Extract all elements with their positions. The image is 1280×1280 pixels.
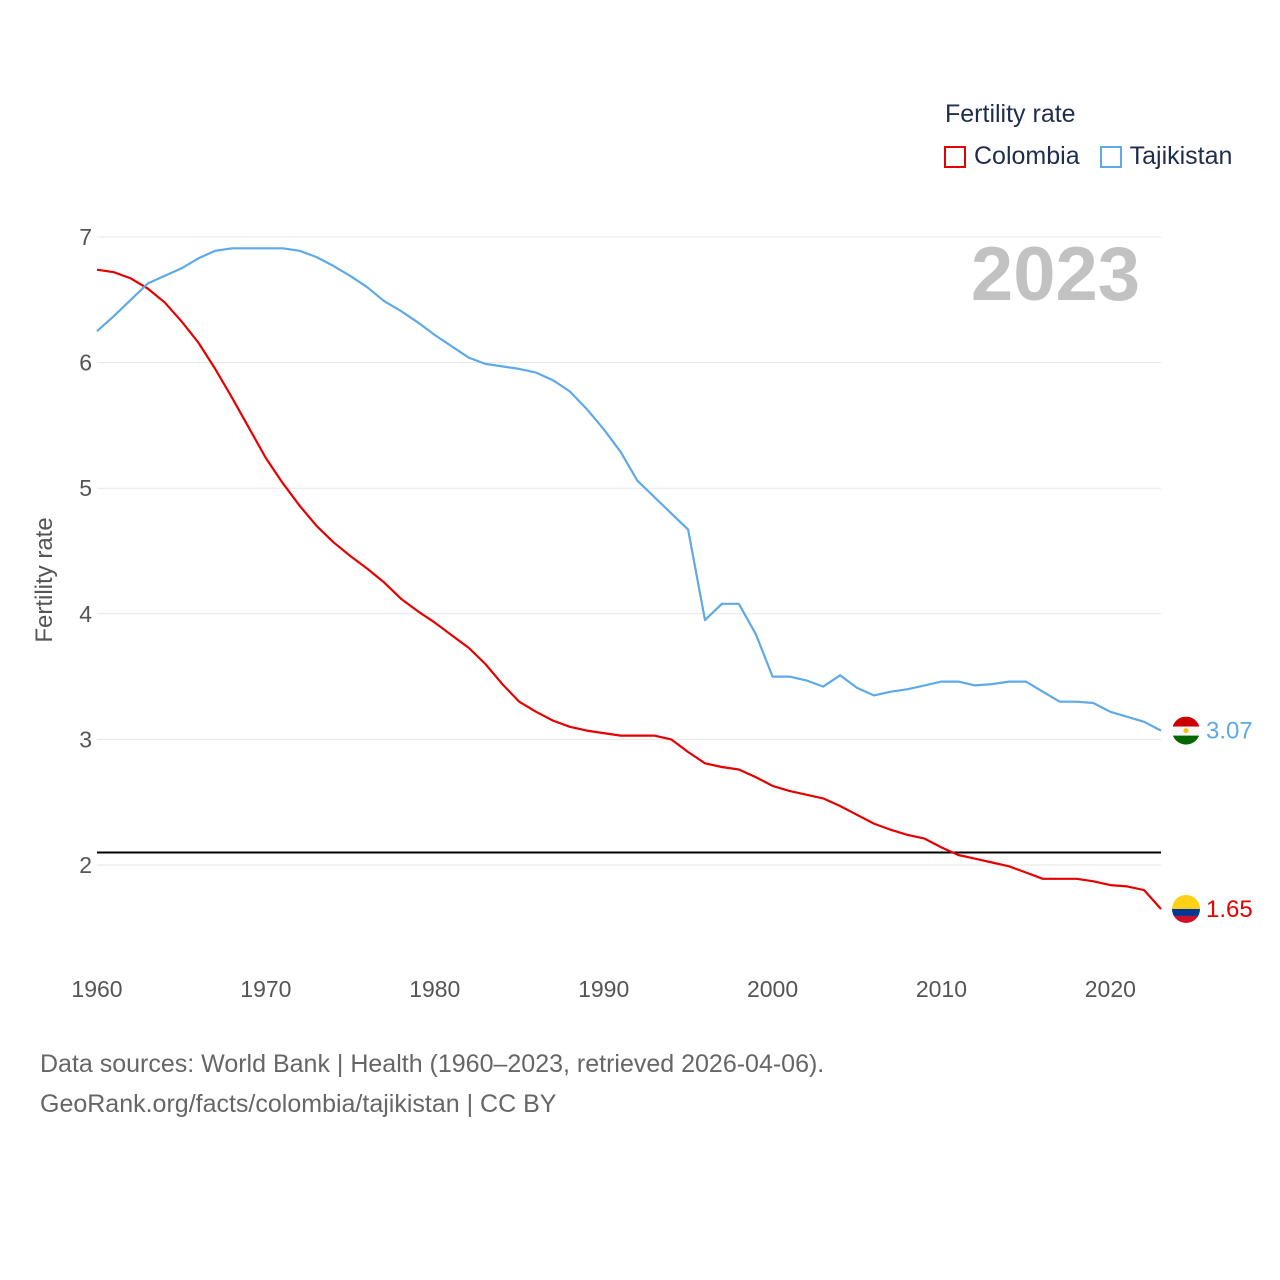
x-tick-label: 1960 [71, 976, 122, 1002]
x-tick-label: 1970 [240, 976, 291, 1002]
y-tick-label: 6 [79, 350, 92, 376]
series-lines [96, 247, 1162, 910]
legend-label-colombia: Colombia [974, 142, 1080, 170]
flag-tajikistan-icon [1172, 716, 1200, 745]
legend-title: Fertility rate [945, 100, 1076, 128]
end-value-label-tajikistan: 3.07 [1206, 718, 1253, 745]
flag-colombia-icon [1172, 894, 1200, 923]
y-tick-label: 2 [79, 852, 92, 878]
legend-label-tajikistan: Tajikistan [1129, 142, 1233, 170]
legend-swatch-tajikistan [1099, 145, 1122, 168]
x-tick-label: 1980 [409, 976, 460, 1002]
end-value-label-colombia: 1.65 [1206, 896, 1253, 923]
source-line-2[interactable]: GeoRank.org/facts/colombia/tajikistan | … [40, 1090, 557, 1118]
source-line-1: Data sources: World Bank | Health (1960–… [40, 1050, 825, 1078]
legend-item-colombia[interactable]: Colombia [944, 142, 1080, 171]
y-tick-label: 4 [79, 601, 92, 627]
legend: Colombia Tajikistan [944, 142, 1252, 171]
x-tick-label: 2010 [916, 976, 967, 1002]
legend-swatch-colombia [944, 145, 966, 168]
y-axis-label: Fertility rate [31, 517, 58, 642]
x-tick-label: 2000 [747, 976, 798, 1002]
legend-item-tajikistan[interactable]: Tajikistan [1099, 142, 1233, 171]
x-tick-label: 2020 [1085, 976, 1136, 1002]
source-note: Data sources: World Bank | Health (1960–… [40, 1044, 824, 1124]
series-line-tajikistan [96, 247, 1162, 732]
series-line-colombia [96, 268, 1162, 910]
end-markers: 1.65 3.07 [1172, 716, 1253, 923]
x-axis: 1960 1970 1980 1990 2000 2010 2020 [71, 976, 1136, 1002]
grid [97, 236, 1161, 866]
x-tick-label: 1990 [578, 976, 629, 1002]
year-label: 2023 [971, 232, 1140, 317]
y-tick-label: 3 [79, 726, 92, 752]
y-axis: 2 3 4 5 6 7 [79, 224, 92, 878]
y-tick-label: 7 [79, 224, 92, 250]
y-tick-label: 5 [79, 475, 92, 501]
